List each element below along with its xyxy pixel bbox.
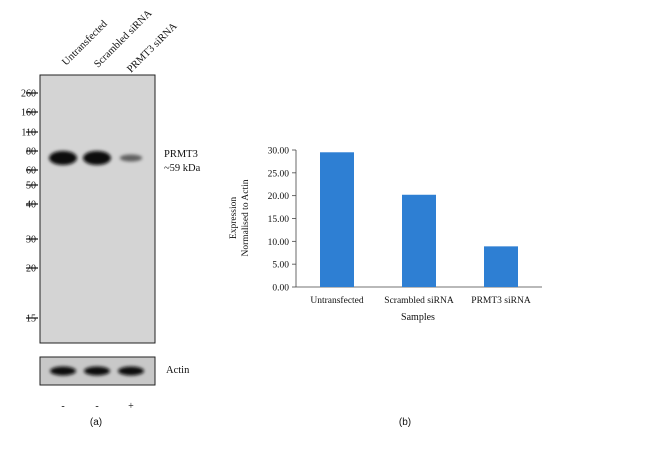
- marker-label-30: 30: [26, 235, 36, 246]
- prmt3-bands: [49, 151, 143, 165]
- bars: [320, 152, 518, 287]
- x-tick-labels: Untransfected Scrambled siRNA PRMT3 siRNA: [310, 295, 530, 306]
- actin-bands: [50, 366, 144, 376]
- treatment-mark-lane3: +: [128, 401, 134, 412]
- y-axis-label-line: Expression: [229, 197, 239, 239]
- band-label: PRMT3: [164, 149, 198, 160]
- bar-prmt3-sirna: [484, 246, 518, 287]
- y-tick-label: 20.00: [268, 192, 290, 202]
- y-tick-label: 5.00: [272, 261, 289, 271]
- treatment-marks: - - +: [61, 401, 134, 412]
- panel-b-label: (b): [399, 417, 411, 428]
- western-blot-panel: Untransfected Scrambled siRNA PRMT3 siRN…: [21, 8, 201, 428]
- lane-labels: Untransfected Scrambled siRNA PRMT3 siRN…: [60, 8, 179, 75]
- marker-label-80: 80: [26, 147, 36, 158]
- actin-label: Actin: [166, 365, 190, 376]
- y-axis-label-line: Normalised to Actin: [241, 179, 251, 256]
- x-axis-title: Samples: [401, 312, 435, 323]
- y-tick-label: 25.00: [268, 169, 290, 179]
- marker-label-160: 160: [21, 108, 36, 119]
- y-axis-title: Expression Normalised to Actin: [229, 179, 251, 256]
- marker-label-50: 50: [26, 181, 36, 192]
- x-tick-label: Scrambled siRNA: [384, 296, 454, 306]
- marker-label-15: 15: [26, 314, 36, 325]
- y-axis: 0.00 5.00 10.00 15.00 20.00 25.00 30.00: [268, 147, 297, 294]
- treatment-mark-lane1: -: [61, 401, 64, 412]
- marker-label-60: 60: [26, 166, 36, 177]
- marker-ladder: 260 160 110 80 60 50 40 30 20 15: [21, 89, 38, 325]
- x-tick-label: Untransfected: [310, 295, 364, 306]
- bar-chart-panel: Expression Normalised to Actin 0.00 5.00 10…: [229, 147, 542, 428]
- marker-label-260: 260: [21, 89, 36, 100]
- marker-label-20: 20: [26, 264, 36, 275]
- y-tick-label: 15.00: [268, 215, 290, 225]
- panel-a-label: (a): [90, 417, 102, 428]
- actin-band-lane3: [118, 366, 144, 376]
- prmt3-band-lane2: [83, 151, 111, 165]
- marker-label-40: 40: [26, 200, 36, 211]
- y-tick-label: 10.00: [268, 238, 290, 248]
- marker-label-110: 110: [21, 128, 36, 139]
- x-tick-label: PRMT3 siRNA: [471, 296, 531, 306]
- prmt3-band-lane1: [49, 151, 77, 165]
- prmt3-band-lane3: [119, 154, 143, 162]
- band-size-label: ~59 kDa: [164, 163, 201, 174]
- actin-band-lane2: [84, 366, 110, 376]
- y-axis-label: Expression Normalised to Actin: [229, 179, 251, 256]
- bar-untransfected: [320, 152, 354, 287]
- bar-scrambled-sirna: [402, 194, 436, 287]
- blot-membrane: [39, 74, 156, 344]
- treatment-mark-lane2: -: [95, 401, 98, 412]
- y-tick-label: 0.00: [272, 284, 289, 294]
- actin-band-lane1: [50, 366, 76, 376]
- y-tick-label: 30.00: [268, 147, 290, 157]
